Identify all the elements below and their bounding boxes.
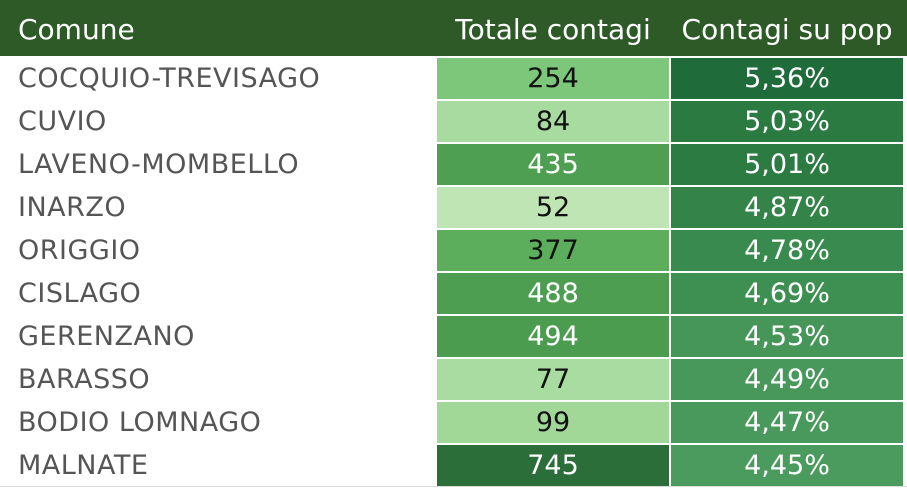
cell-contagi-su-pop: 4,87% xyxy=(671,187,903,228)
cell-totale-contagi: 488 xyxy=(437,273,669,314)
cell-contagi-su-pop: 4,47% xyxy=(671,402,903,443)
table-row: GERENZANO 494 4,53% xyxy=(0,315,907,358)
cell-contagi-su-pop: 4,78% xyxy=(671,230,903,271)
cell-totale-contagi: 377 xyxy=(437,230,669,271)
cell-comune: GERENZANO xyxy=(18,321,195,352)
cell-comune: COCQUIO-TREVISAGO xyxy=(18,63,321,94)
cell-comune: BARASSO xyxy=(18,364,151,395)
cell-totale-contagi: 84 xyxy=(437,101,669,142)
cell-totale-contagi: 745 xyxy=(437,445,669,486)
cell-contagi-su-pop: 4,49% xyxy=(671,359,903,400)
cell-comune: LAVENO-MOMBELLO xyxy=(18,149,300,180)
table-row: COCQUIO-TREVISAGO 254 5,36% xyxy=(0,57,907,100)
cell-totale-contagi: 77 xyxy=(437,359,669,400)
header-contagi-su-pop: Contagi su pop xyxy=(681,13,893,46)
bottom-divider xyxy=(0,486,907,487)
cell-contagi-su-pop: 5,01% xyxy=(671,144,903,185)
cell-totale-contagi: 254 xyxy=(437,58,669,99)
cell-totale-contagi: 52 xyxy=(437,187,669,228)
table-row: LAVENO-MOMBELLO 435 5,01% xyxy=(0,143,907,186)
table-row: CUVIO 84 5,03% xyxy=(0,100,907,143)
table-row: BARASSO 77 4,49% xyxy=(0,358,907,401)
cell-comune: MALNATE xyxy=(18,450,149,481)
cell-comune: INARZO xyxy=(18,192,127,223)
cell-comune: CISLAGO xyxy=(18,278,142,309)
right-border xyxy=(904,56,907,490)
cell-comune: BODIO LOMNAGO xyxy=(18,407,262,438)
cell-comune: ORIGGIO xyxy=(18,235,141,266)
cell-contagi-su-pop: 5,03% xyxy=(671,101,903,142)
cell-totale-contagi: 494 xyxy=(437,316,669,357)
header-comune: Comune xyxy=(18,13,135,46)
cell-contagi-su-pop: 4,69% xyxy=(671,273,903,314)
cell-totale-contagi: 99 xyxy=(437,402,669,443)
cell-totale-contagi: 435 xyxy=(437,144,669,185)
cell-contagi-su-pop: 5,36% xyxy=(671,58,903,99)
table-header: Comune Totale contagi Contagi su pop xyxy=(0,0,907,56)
table-row: BODIO LOMNAGO 99 4,47% xyxy=(0,401,907,444)
table-row: ORIGGIO 377 4,78% xyxy=(0,229,907,272)
cell-contagi-su-pop: 4,53% xyxy=(671,316,903,357)
cell-contagi-su-pop: 4,45% xyxy=(671,445,903,486)
table-row: INARZO 52 4,87% xyxy=(0,186,907,229)
table-row: MALNATE 745 4,45% xyxy=(0,444,907,487)
table-row: CISLAGO 488 4,69% xyxy=(0,272,907,315)
cell-comune: CUVIO xyxy=(18,106,107,137)
header-totale-contagi: Totale contagi xyxy=(455,13,651,46)
